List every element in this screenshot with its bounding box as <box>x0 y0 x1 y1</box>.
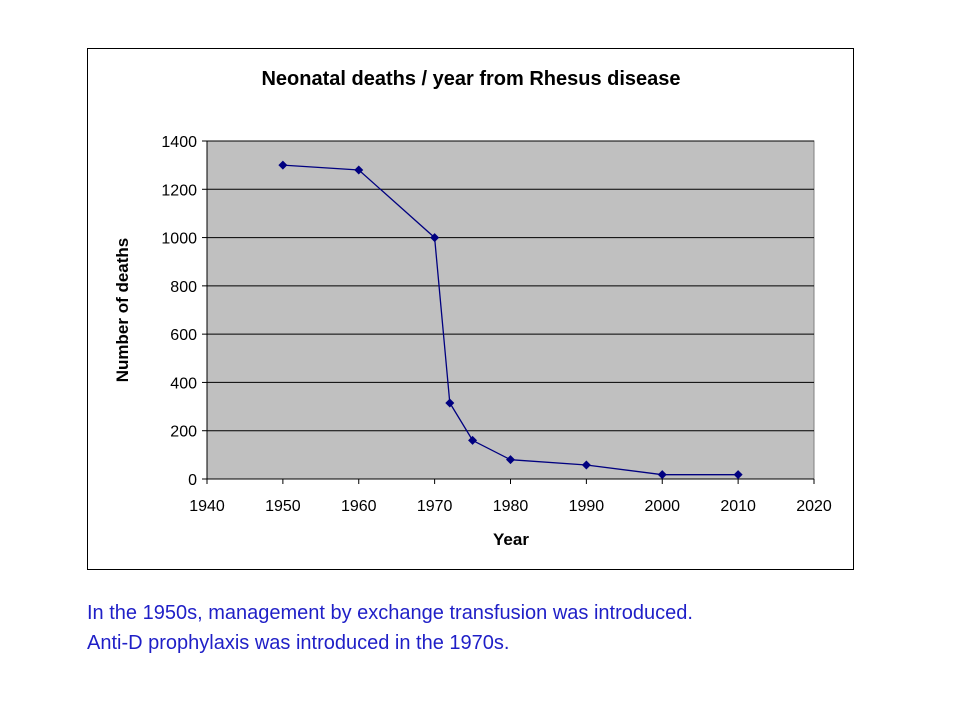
data-point-marker <box>581 460 591 470</box>
chart-title: Neonatal deaths / year from Rhesus disea… <box>261 68 680 90</box>
y-axis-label: Number of deaths <box>113 238 132 383</box>
data-point-marker <box>506 455 515 465</box>
data-point-marker <box>657 470 667 480</box>
y-tick-label: 400 <box>170 375 197 392</box>
y-axis-ticks: 0 200 400 600 800 1000 1200 1400 <box>161 134 208 489</box>
data-point-marker <box>278 160 288 170</box>
grid-lines <box>207 140 814 432</box>
x-tick-label: 1970 <box>417 498 453 515</box>
data-point-marker <box>468 435 478 445</box>
data-point-marker <box>354 165 364 175</box>
caption-line-2: Anti-D prophylaxis was introduced in the… <box>87 632 510 654</box>
x-tick-label: 2000 <box>644 498 680 515</box>
chart-frame: Neonatal deaths / year from Rhesus disea… <box>87 48 854 570</box>
y-tick-label: 1400 <box>161 134 197 151</box>
x-tick-label: 2010 <box>720 498 756 515</box>
x-tick-label: 1960 <box>341 498 377 515</box>
data-point-marker <box>430 233 440 243</box>
x-tick-label: 2020 <box>796 498 832 515</box>
plot-area <box>206 140 815 480</box>
caption-line-1: In the 1950s, management by exchange tra… <box>87 602 693 624</box>
series-markers <box>278 160 743 480</box>
data-point-marker <box>733 470 743 480</box>
data-point-marker <box>445 398 455 408</box>
y-tick-label: 1200 <box>161 182 197 199</box>
chart-svg: Neonatal deaths / year from Rhesus disea… <box>113 68 832 549</box>
y-tick-label: 0 <box>188 472 197 489</box>
y-tick-label: 800 <box>170 279 197 296</box>
x-tick-label: 1990 <box>569 498 605 515</box>
x-axis-label: Year <box>493 530 529 549</box>
y-tick-label: 600 <box>170 327 197 344</box>
x-tick-label: 1940 <box>189 498 225 515</box>
x-tick-label: 1980 <box>493 498 529 515</box>
y-tick-label: 200 <box>170 424 197 441</box>
x-tick-label: 1950 <box>265 498 301 515</box>
y-tick-label: 1000 <box>161 231 197 248</box>
x-axis-ticks: 1940 1950 1960 1970 1980 1990 2000 2010 2020 <box>189 478 832 515</box>
